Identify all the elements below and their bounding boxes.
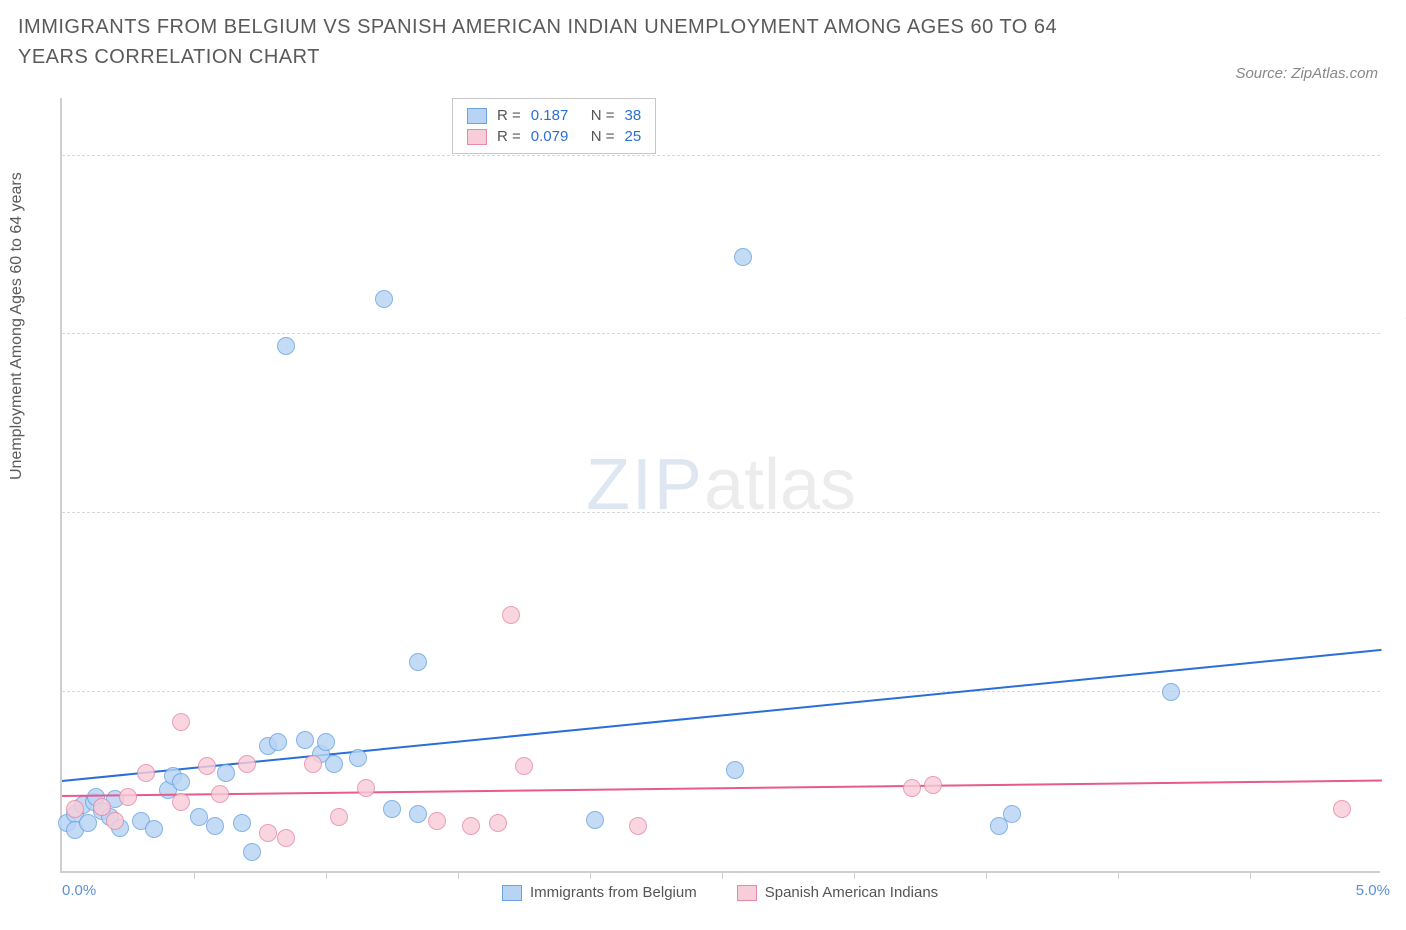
x-tick — [1250, 871, 1251, 879]
data-point — [119, 788, 137, 806]
gridline — [62, 333, 1380, 334]
legend-n-label: N = — [591, 107, 615, 124]
data-point — [924, 776, 942, 794]
legend-label: Spanish American Indians — [765, 884, 938, 901]
data-point — [375, 290, 393, 308]
chart-title: IMMIGRANTS FROM BELGIUM VS SPANISH AMERI… — [18, 12, 1118, 72]
x-tick — [458, 871, 459, 879]
legend-item: Spanish American Indians — [737, 884, 938, 901]
x-tick — [194, 871, 195, 879]
data-point — [269, 733, 287, 751]
x-tick — [326, 871, 327, 879]
data-point — [462, 817, 480, 835]
source-label: Source: ZipAtlas.com — [1235, 65, 1378, 82]
data-point — [734, 248, 752, 266]
data-point — [903, 779, 921, 797]
legend-row: R = 0.187 N = 38 — [467, 105, 641, 126]
y-axis-label: Unemployment Among Ages 60 to 64 years — [8, 172, 26, 480]
data-point — [233, 814, 251, 832]
data-point — [93, 798, 111, 816]
data-point — [206, 817, 224, 835]
data-point — [211, 785, 229, 803]
data-point — [296, 731, 314, 749]
data-point — [586, 811, 604, 829]
x-tick — [986, 871, 987, 879]
data-point — [409, 805, 427, 823]
data-point — [259, 824, 277, 842]
data-point — [317, 733, 335, 751]
legend-r-value: 0.079 — [531, 128, 581, 145]
trendline — [62, 648, 1382, 781]
legend-n-label: N = — [591, 128, 615, 145]
legend-swatch — [467, 108, 487, 124]
data-point — [726, 761, 744, 779]
data-point — [428, 812, 446, 830]
data-point — [172, 713, 190, 731]
data-point — [357, 779, 375, 797]
trendline — [62, 780, 1382, 797]
legend-label: Immigrants from Belgium — [530, 884, 697, 901]
data-point — [1162, 683, 1180, 701]
data-point — [1333, 800, 1351, 818]
x-tick — [590, 871, 591, 879]
x-tick-min: 0.0% — [62, 882, 96, 899]
data-point — [304, 755, 322, 773]
legend-item: Immigrants from Belgium — [502, 884, 697, 901]
data-point — [106, 812, 124, 830]
legend-swatch — [502, 885, 522, 901]
x-tick-max: 5.0% — [1356, 882, 1390, 899]
data-point — [277, 829, 295, 847]
legend-correlation: R = 0.187 N = 38 R = 0.079 N = 25 — [452, 98, 656, 154]
legend-series: Immigrants from Belgium Spanish American … — [502, 884, 938, 901]
data-point — [515, 757, 533, 775]
data-point — [217, 764, 235, 782]
data-point — [172, 773, 190, 791]
legend-row: R = 0.079 N = 25 — [467, 126, 641, 147]
data-point — [489, 814, 507, 832]
gridline — [62, 691, 1380, 692]
data-point — [238, 755, 256, 773]
data-point — [409, 653, 427, 671]
legend-swatch — [737, 885, 757, 901]
data-point — [1003, 805, 1021, 823]
legend-r-label: R = — [497, 107, 521, 124]
data-point — [145, 820, 163, 838]
x-tick — [854, 871, 855, 879]
data-point — [243, 843, 261, 861]
gridline — [62, 155, 1380, 156]
x-tick — [722, 871, 723, 879]
data-point — [330, 808, 348, 826]
legend-swatch — [467, 129, 487, 145]
data-point — [383, 800, 401, 818]
data-point — [137, 764, 155, 782]
data-point — [502, 606, 520, 624]
x-tick — [1118, 871, 1119, 879]
data-point — [277, 337, 295, 355]
legend-n-value: 38 — [625, 107, 642, 124]
legend-n-value: 25 — [625, 128, 642, 145]
data-point — [172, 793, 190, 811]
data-point — [325, 755, 343, 773]
data-point — [66, 800, 84, 818]
gridline — [62, 512, 1380, 513]
scatter-chart: ZIPatlas R =0.187N =38R =0.079N =25 0.0%… — [60, 98, 1380, 873]
data-point — [629, 817, 647, 835]
data-point — [198, 757, 216, 775]
legend-r-value: 0.187 — [531, 107, 581, 124]
legend-r-label: R = — [497, 128, 521, 145]
data-point — [349, 749, 367, 767]
